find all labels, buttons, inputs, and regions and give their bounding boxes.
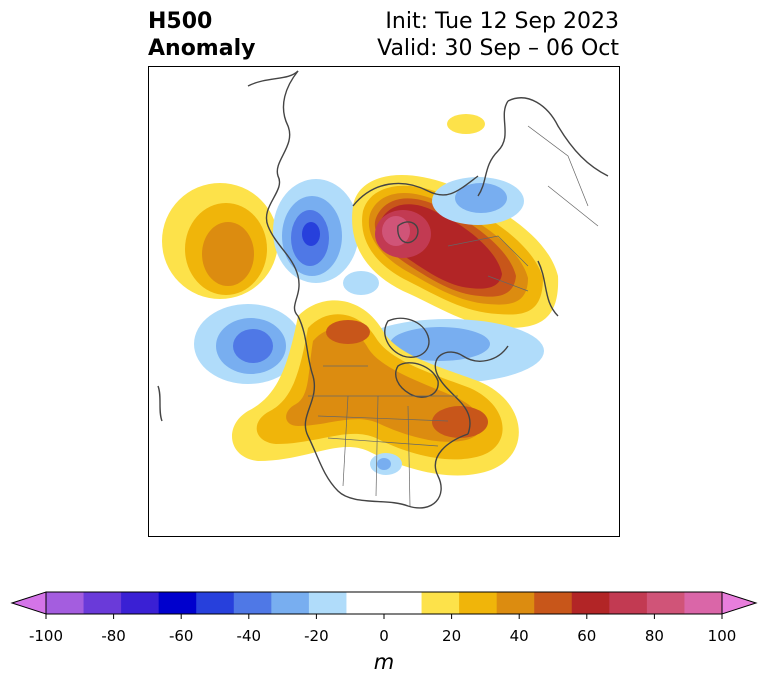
colorbar-tick-label: 60 [577,627,597,645]
colorbar-cell [83,592,122,614]
colorbar-cell [496,592,535,614]
coastlines [157,70,609,509]
colorbar-tick-label: 80 [644,627,664,645]
anomaly-contours [148,114,559,476]
map-title-right: Init: Tue 12 Sep 2023 Valid: 30 Sep – 06… [377,8,619,62]
colorbar-tick-label: -100 [28,627,64,645]
colorbar-cell [459,592,498,614]
colorbar-cell [158,592,197,614]
colorbar-cell [646,592,685,614]
init-label: Init: Tue 12 Sep 2023 [385,9,619,34]
colorbar-cell [308,592,347,614]
colorbar-unit-label: m [373,650,395,674]
valid-label: Valid: 30 Sep – 06 Oct [377,36,619,61]
map-frame [148,66,620,537]
colorbar-cell [421,592,460,614]
colorbar-cell [271,592,310,614]
colorbar-tick-label: 40 [509,627,529,645]
political-borders [308,125,599,507]
colorbar-tick-label: -60 [168,627,194,645]
colorbar-tick-label: -40 [236,627,262,645]
colorbar-left-extension [10,591,47,615]
colorbar-tick-label: -80 [101,627,126,645]
colorbar-ticks [45,614,723,619]
colorbar-cell [609,592,648,614]
colorbar-cells [46,592,723,614]
colorbar-cell [346,592,385,614]
colorbar-tick-label: 20 [442,627,462,645]
colorbar-cell [384,592,423,614]
colorbar-cell [684,592,723,614]
colorbar-tick-label: 0 [379,627,389,645]
colorbar-right-extension [721,591,758,615]
colorbar-tick-label: -20 [304,627,329,645]
variable-label: H500 [148,9,213,34]
colorbar-cell [121,592,160,614]
colorbar-cell [233,592,272,614]
field-label: Anomaly [148,36,256,61]
map-title-left: H500 Anomaly [148,8,255,62]
colorbar-cell [571,592,610,614]
colorbar-cell [196,592,235,614]
colorbar-tick-label: 100 [707,627,737,645]
colorbar-cell [534,592,573,614]
colorbar [10,591,758,619]
colorbar-cell [46,592,85,614]
anomaly-map [148,66,620,537]
